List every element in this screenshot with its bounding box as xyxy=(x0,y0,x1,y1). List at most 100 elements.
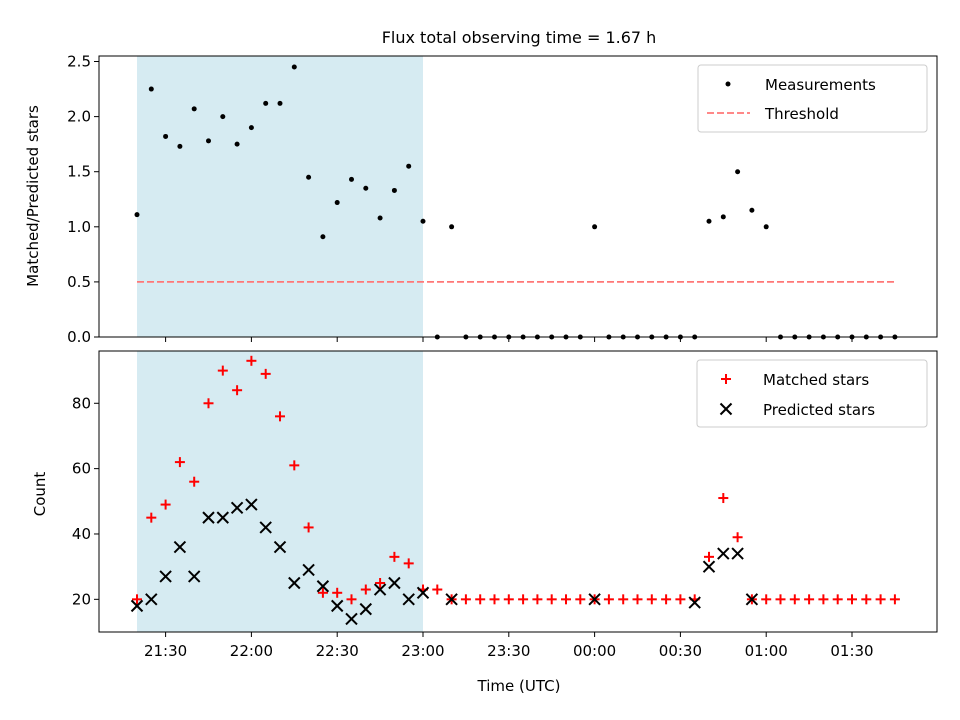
matched-star-point xyxy=(732,532,743,543)
predicted-star-point xyxy=(345,612,358,626)
predicted-star-point xyxy=(416,586,430,599)
matched-stars-legend-label: Matched stars xyxy=(763,371,869,389)
matched-star-point xyxy=(317,587,328,598)
y-tick-label: 20 xyxy=(72,590,91,608)
bottom-axes-frame xyxy=(98,350,938,633)
y-tick-label: 1.0 xyxy=(67,218,91,236)
measurement-point xyxy=(134,212,140,218)
matched-star-point xyxy=(260,368,271,379)
top-legend-box xyxy=(697,64,928,133)
y-tick-label: 2.0 xyxy=(67,108,91,126)
threshold-legend-label: Threshold xyxy=(764,105,839,123)
predicted-star-point xyxy=(230,501,244,515)
top-observing-band xyxy=(137,56,423,337)
top-legend: Measurements Threshold xyxy=(697,64,928,133)
top-y-axis-label: Matched/Predicted stars xyxy=(24,105,42,287)
x-tick-label: 00:30 xyxy=(659,642,702,660)
predicted-stars-legend-label: Predicted stars xyxy=(763,401,875,419)
predicted-stars-legend-marker xyxy=(719,402,733,416)
measurement-point xyxy=(263,100,269,106)
predicted-star-point xyxy=(302,563,315,577)
measurement-point xyxy=(148,86,154,92)
measurement-point xyxy=(220,114,226,120)
matched-star-point xyxy=(832,594,843,605)
predicted-star-point xyxy=(273,540,287,554)
x-tick-label: 23:30 xyxy=(487,642,530,660)
bottom-panel: 20 40 60 80 21:30 22:00 22:30 23:00 23:30 00:00 0… xyxy=(31,350,938,695)
x-tick-label: 01:00 xyxy=(745,642,788,660)
bottom-y-ticks: 20 40 60 80 xyxy=(72,394,99,608)
y-tick-label: 60 xyxy=(72,460,91,478)
predicted-star-point xyxy=(259,521,272,534)
y-tick-label: 0.0 xyxy=(67,328,91,346)
measurements-legend-marker xyxy=(725,81,731,87)
top-x-ticks xyxy=(165,337,853,342)
predicted-star-point xyxy=(588,593,601,606)
matched-star-point xyxy=(160,499,171,510)
predicted-star-point xyxy=(316,580,330,593)
matched-star-point xyxy=(475,594,486,605)
matched-star-point xyxy=(675,594,686,605)
matched-star-point xyxy=(146,512,157,523)
measurements-legend-label: Measurements xyxy=(765,76,876,94)
predicted-star-point xyxy=(173,540,187,554)
matched-stars-legend-marker xyxy=(721,374,731,384)
y-tick-label: 0.5 xyxy=(67,273,91,291)
matched-star-point xyxy=(546,594,557,605)
measurement-point xyxy=(735,169,741,175)
y-tick-label: 80 xyxy=(72,394,91,412)
predicted-star-point xyxy=(288,576,301,590)
matched-star-point xyxy=(761,594,772,605)
x-tick-label: 00:00 xyxy=(573,642,616,660)
predicted-star-point xyxy=(359,602,373,616)
matched-star-point xyxy=(818,594,829,605)
matched-star-point xyxy=(518,594,529,605)
measurement-point xyxy=(206,138,211,144)
matched-star-point xyxy=(575,594,586,605)
matched-star-point xyxy=(275,411,285,422)
x-tick-label: 22:00 xyxy=(230,642,273,660)
x-tick-label: 01:30 xyxy=(830,642,873,660)
matched-star-point xyxy=(804,594,815,605)
y-tick-label: 2.5 xyxy=(67,53,91,71)
measurement-point xyxy=(420,218,426,224)
predicted-star-point xyxy=(130,599,144,613)
measurement-point xyxy=(334,200,340,206)
measurement-point xyxy=(320,234,326,240)
measurement-point xyxy=(406,163,412,169)
predicted-star-point xyxy=(402,593,415,606)
matched-star-point xyxy=(174,457,185,468)
top-panel: 0.0 0.5 1.0 1.5 2.0 2.5 Matched/Predicted sta… xyxy=(24,53,938,346)
measurement-point xyxy=(177,143,183,149)
matched-star-point xyxy=(618,594,629,605)
y-tick-label: 1.5 xyxy=(67,163,91,181)
measurement-point xyxy=(277,100,283,106)
matched-star-point xyxy=(403,558,414,569)
chart-title: Flux total observing time = 1.67 h xyxy=(382,28,657,47)
bottom-x-ticks: 21:30 22:00 22:30 23:00 23:30 00:00 00:30 01:00… xyxy=(144,632,874,660)
matched-star-point xyxy=(646,594,657,605)
measurement-point xyxy=(763,224,769,230)
matched-star-point xyxy=(704,551,714,562)
bottom-legend: Matched stars Predicted stars xyxy=(696,359,928,428)
measurement-point xyxy=(363,185,369,191)
measurement-point xyxy=(377,215,383,221)
measurement-point xyxy=(720,214,726,220)
matched-star-point xyxy=(289,460,300,471)
predicted-star-point xyxy=(187,570,201,583)
measurement-point xyxy=(592,224,598,230)
predicted-star-point xyxy=(688,596,701,609)
predicted-star-point xyxy=(717,547,730,560)
predicted-star-point xyxy=(216,511,230,524)
matched-star-point xyxy=(346,594,357,605)
predicted-star-point xyxy=(245,498,258,511)
matched-legend-plus xyxy=(721,374,731,384)
predicted-star-point xyxy=(731,547,744,560)
predicted-star-point xyxy=(445,593,458,606)
matched-star-point xyxy=(389,551,400,562)
predicted-legend-x xyxy=(719,402,733,416)
matched-star-point xyxy=(489,594,500,605)
predicted-star-point xyxy=(388,576,401,590)
measurement-point xyxy=(163,133,169,139)
x-tick-label: 21:30 xyxy=(144,642,187,660)
